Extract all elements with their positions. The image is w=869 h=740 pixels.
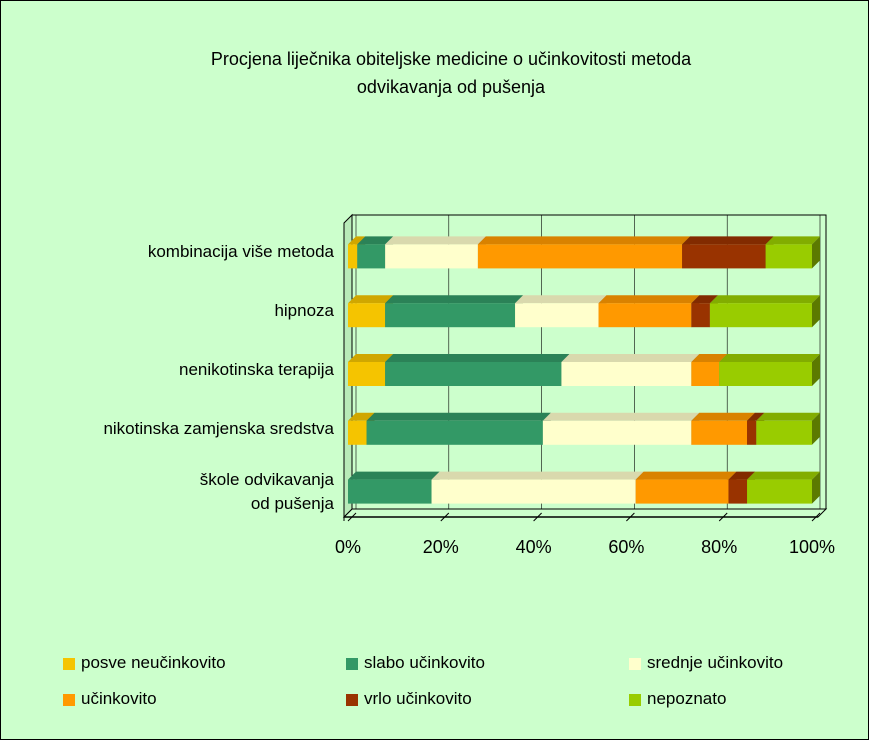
bar: [431, 479, 636, 504]
legend-label: vrlo učinkovito: [364, 689, 472, 708]
bar-top: [756, 412, 820, 421]
bar-top: [357, 236, 394, 245]
legend-label: slabo učinkovito: [364, 653, 485, 672]
bar-top: [561, 354, 700, 362]
legend-label: učinkovito: [81, 689, 157, 708]
bar: [765, 244, 812, 269]
y-tick-label: kombinacija više metoda: [147, 242, 334, 262]
bar-top: [348, 236, 366, 245]
bar: [348, 303, 386, 328]
x-tick-label: 100%: [788, 537, 836, 557]
bar-side: [812, 354, 820, 386]
legend-swatch: [63, 658, 75, 670]
bar-side: [812, 412, 820, 445]
bar: [385, 362, 562, 386]
bar-top: [542, 412, 700, 421]
bar: [747, 420, 757, 445]
bar-top: [691, 354, 728, 362]
y-tick-label: hipnoza: [274, 301, 334, 321]
legend-label: nepoznato: [647, 689, 727, 708]
bar: [719, 362, 812, 386]
bar: [709, 303, 812, 328]
bar: [515, 303, 599, 328]
bar-top: [747, 471, 820, 480]
bar-top: [366, 412, 551, 421]
bar-top: [719, 354, 820, 362]
bar: [747, 479, 812, 504]
bar-top: [691, 295, 718, 304]
bar-top: [765, 236, 820, 245]
y-tick-label: škole odvikavanja od pušenja: [199, 469, 334, 513]
bar: [348, 362, 386, 386]
chart-title: Procjena liječnika obiteljske medicine o…: [210, 49, 692, 97]
bar-top: [635, 471, 737, 480]
bar: [598, 303, 692, 328]
legend-swatch: [346, 658, 358, 670]
bar: [385, 303, 516, 328]
bar-top: [477, 236, 691, 245]
bar: [691, 303, 710, 328]
floor: [342, 508, 828, 518]
x-tick-label: 40%: [515, 537, 552, 557]
bar-side: [812, 471, 820, 504]
bar-top: [348, 295, 394, 304]
bar-top: [348, 471, 440, 480]
bar-top: [747, 412, 765, 421]
bar: [691, 362, 720, 386]
bar: [366, 420, 543, 445]
legend-label: posve neučinkovito: [81, 653, 226, 672]
y-tick-label: nenikotinska terapija: [179, 360, 334, 379]
bar: [348, 420, 367, 445]
legend-swatch: [346, 694, 358, 706]
bar-top: [515, 295, 607, 304]
bar: [477, 244, 683, 269]
legend-swatch: [629, 658, 641, 670]
x-tick-label: 60%: [608, 537, 645, 557]
bar-side: [812, 236, 820, 269]
y-tick-label: nikotinska zamjenska sredstva: [103, 418, 334, 438]
bar-top: [431, 471, 644, 480]
bar-top: [691, 412, 756, 421]
bar: [728, 479, 748, 504]
bar: [756, 420, 812, 445]
legend-label: srednje učinkovito: [647, 653, 784, 672]
bar: [682, 244, 766, 269]
bar: [691, 420, 748, 445]
bar-top: [385, 354, 570, 362]
x-tick-label: 20%: [422, 537, 459, 557]
legend-swatch: [63, 694, 75, 706]
bar-top: [709, 295, 820, 304]
bar-top: [348, 412, 375, 421]
bar-top: [682, 236, 774, 245]
legend-swatch: [629, 694, 641, 706]
x-tick-label: 0%: [334, 537, 361, 557]
bar: [635, 479, 729, 504]
bar-side: [812, 295, 820, 328]
bar: [542, 420, 692, 445]
x-tick-label: 80%: [701, 537, 738, 557]
bar-top: [598, 295, 700, 304]
bar: [385, 244, 478, 269]
bar: [348, 479, 432, 504]
bar-top: [385, 236, 486, 245]
bar: [348, 244, 358, 269]
bar: [357, 244, 386, 269]
bar-top: [348, 354, 394, 362]
bar-top: [728, 471, 756, 480]
bar-top: [385, 295, 524, 304]
bar: [561, 362, 692, 386]
